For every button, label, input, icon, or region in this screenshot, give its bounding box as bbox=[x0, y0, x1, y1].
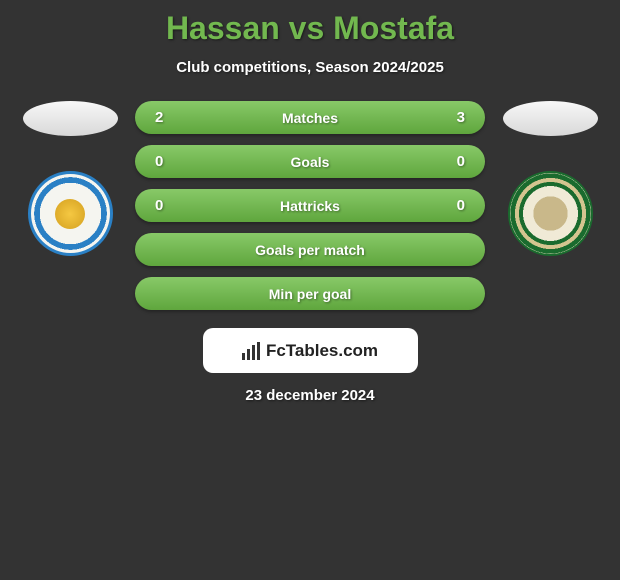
page-subtitle: Club competitions, Season 2024/2025 bbox=[0, 59, 620, 76]
stat-label: Goals per match bbox=[255, 242, 365, 258]
stat-row-gpm: Goals per match bbox=[135, 233, 485, 266]
date-label: 23 december 2024 bbox=[0, 387, 620, 404]
stat-label: Goals bbox=[291, 154, 330, 170]
player-right-avatar bbox=[503, 101, 598, 136]
icon-bar bbox=[252, 345, 255, 360]
brand-text: FcTables.com bbox=[266, 341, 378, 361]
player-right-side bbox=[500, 101, 600, 256]
stat-row-goals: 0 Goals 0 bbox=[135, 145, 485, 178]
player-left-avatar bbox=[23, 101, 118, 136]
club-badge-right bbox=[508, 171, 593, 256]
main-comparison-area: 2 Matches 3 0 Goals 0 0 Hattricks 0 Goal… bbox=[0, 101, 620, 310]
club-badge-left bbox=[28, 171, 113, 256]
icon-bar bbox=[247, 349, 250, 360]
stat-right-value: 3 bbox=[435, 109, 465, 126]
stat-left-value: 0 bbox=[155, 153, 185, 170]
stat-label: Matches bbox=[282, 110, 338, 126]
stat-left-value: 2 bbox=[155, 109, 185, 126]
stat-row-matches: 2 Matches 3 bbox=[135, 101, 485, 134]
page-title: Hassan vs Mostafa bbox=[0, 10, 620, 47]
icon-bar bbox=[242, 353, 245, 360]
stat-row-mpg: Min per goal bbox=[135, 277, 485, 310]
stat-right-value: 0 bbox=[435, 197, 465, 214]
stat-right-value: 0 bbox=[435, 153, 465, 170]
player-left-side bbox=[20, 101, 120, 256]
brand-box: FcTables.com bbox=[203, 328, 418, 373]
stat-label: Hattricks bbox=[280, 198, 340, 214]
comparison-card: Hassan vs Mostafa Club competitions, Sea… bbox=[0, 0, 620, 404]
icon-bar bbox=[257, 342, 260, 360]
stat-left-value: 0 bbox=[155, 197, 185, 214]
chart-icon bbox=[242, 342, 260, 360]
stat-row-hattricks: 0 Hattricks 0 bbox=[135, 189, 485, 222]
stats-column: 2 Matches 3 0 Goals 0 0 Hattricks 0 Goal… bbox=[135, 101, 485, 310]
stat-label: Min per goal bbox=[269, 286, 351, 302]
